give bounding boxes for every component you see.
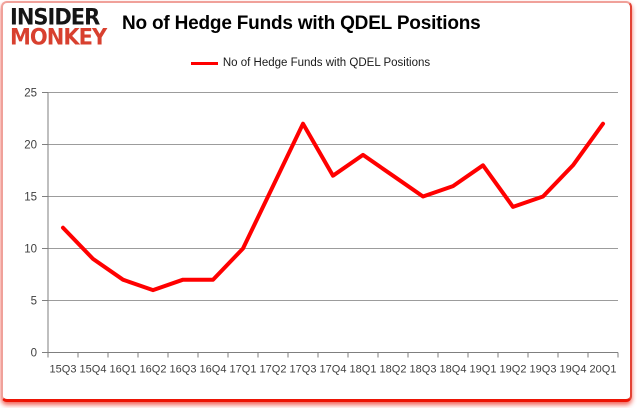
x-tick-label: 18Q1 (350, 364, 377, 376)
series-line (61, 121, 605, 293)
x-tick-label: 19Q3 (530, 364, 557, 376)
chart-title: No of Hedge Funds with QDEL Positions (122, 13, 481, 34)
y-tick-label: 5 (31, 296, 37, 308)
x-tick-label: 16Q1 (110, 364, 137, 376)
x-tick-label: 16Q2 (140, 364, 167, 376)
x-tick-label: 15Q4 (80, 364, 107, 376)
x-tick-label: 16Q3 (170, 364, 197, 376)
legend-line-marker (190, 61, 218, 65)
x-tick-label: 15Q3 (50, 364, 77, 376)
insider-monkey-logo: INSIDER MONKEY (10, 4, 107, 50)
logo-text-insider: INSIDER (10, 4, 100, 30)
y-tick-label: 15 (24, 192, 37, 204)
x-tick-label: 20Q1 (590, 364, 617, 376)
legend-label: No of Hedge Funds with QDEL Positions (222, 57, 431, 69)
x-tick-label: 18Q4 (440, 364, 467, 376)
x-tick-label: 17Q2 (260, 364, 287, 376)
x-tick-label: 19Q2 (500, 364, 527, 376)
y-tick-label: 25 (24, 88, 37, 100)
x-tick-label: 18Q3 (410, 364, 437, 376)
logo-text-monkey: MONKEY (10, 23, 107, 50)
legend: No of Hedge Funds with QDEL Positions (0, 57, 629, 69)
x-tick-label: 19Q4 (560, 364, 587, 376)
y-tick-label: 20 (24, 140, 37, 152)
x-tick-label: 17Q1 (230, 364, 257, 376)
x-tick-label: 19Q1 (470, 364, 497, 376)
x-tick-label: 18Q2 (380, 364, 407, 376)
y-tick-label: 0 (31, 348, 37, 360)
x-tick-label: 17Q4 (320, 364, 347, 376)
x-tick-label: 16Q4 (200, 364, 227, 376)
x-tick-label: 17Q3 (290, 364, 317, 376)
y-tick-label: 10 (24, 244, 37, 256)
